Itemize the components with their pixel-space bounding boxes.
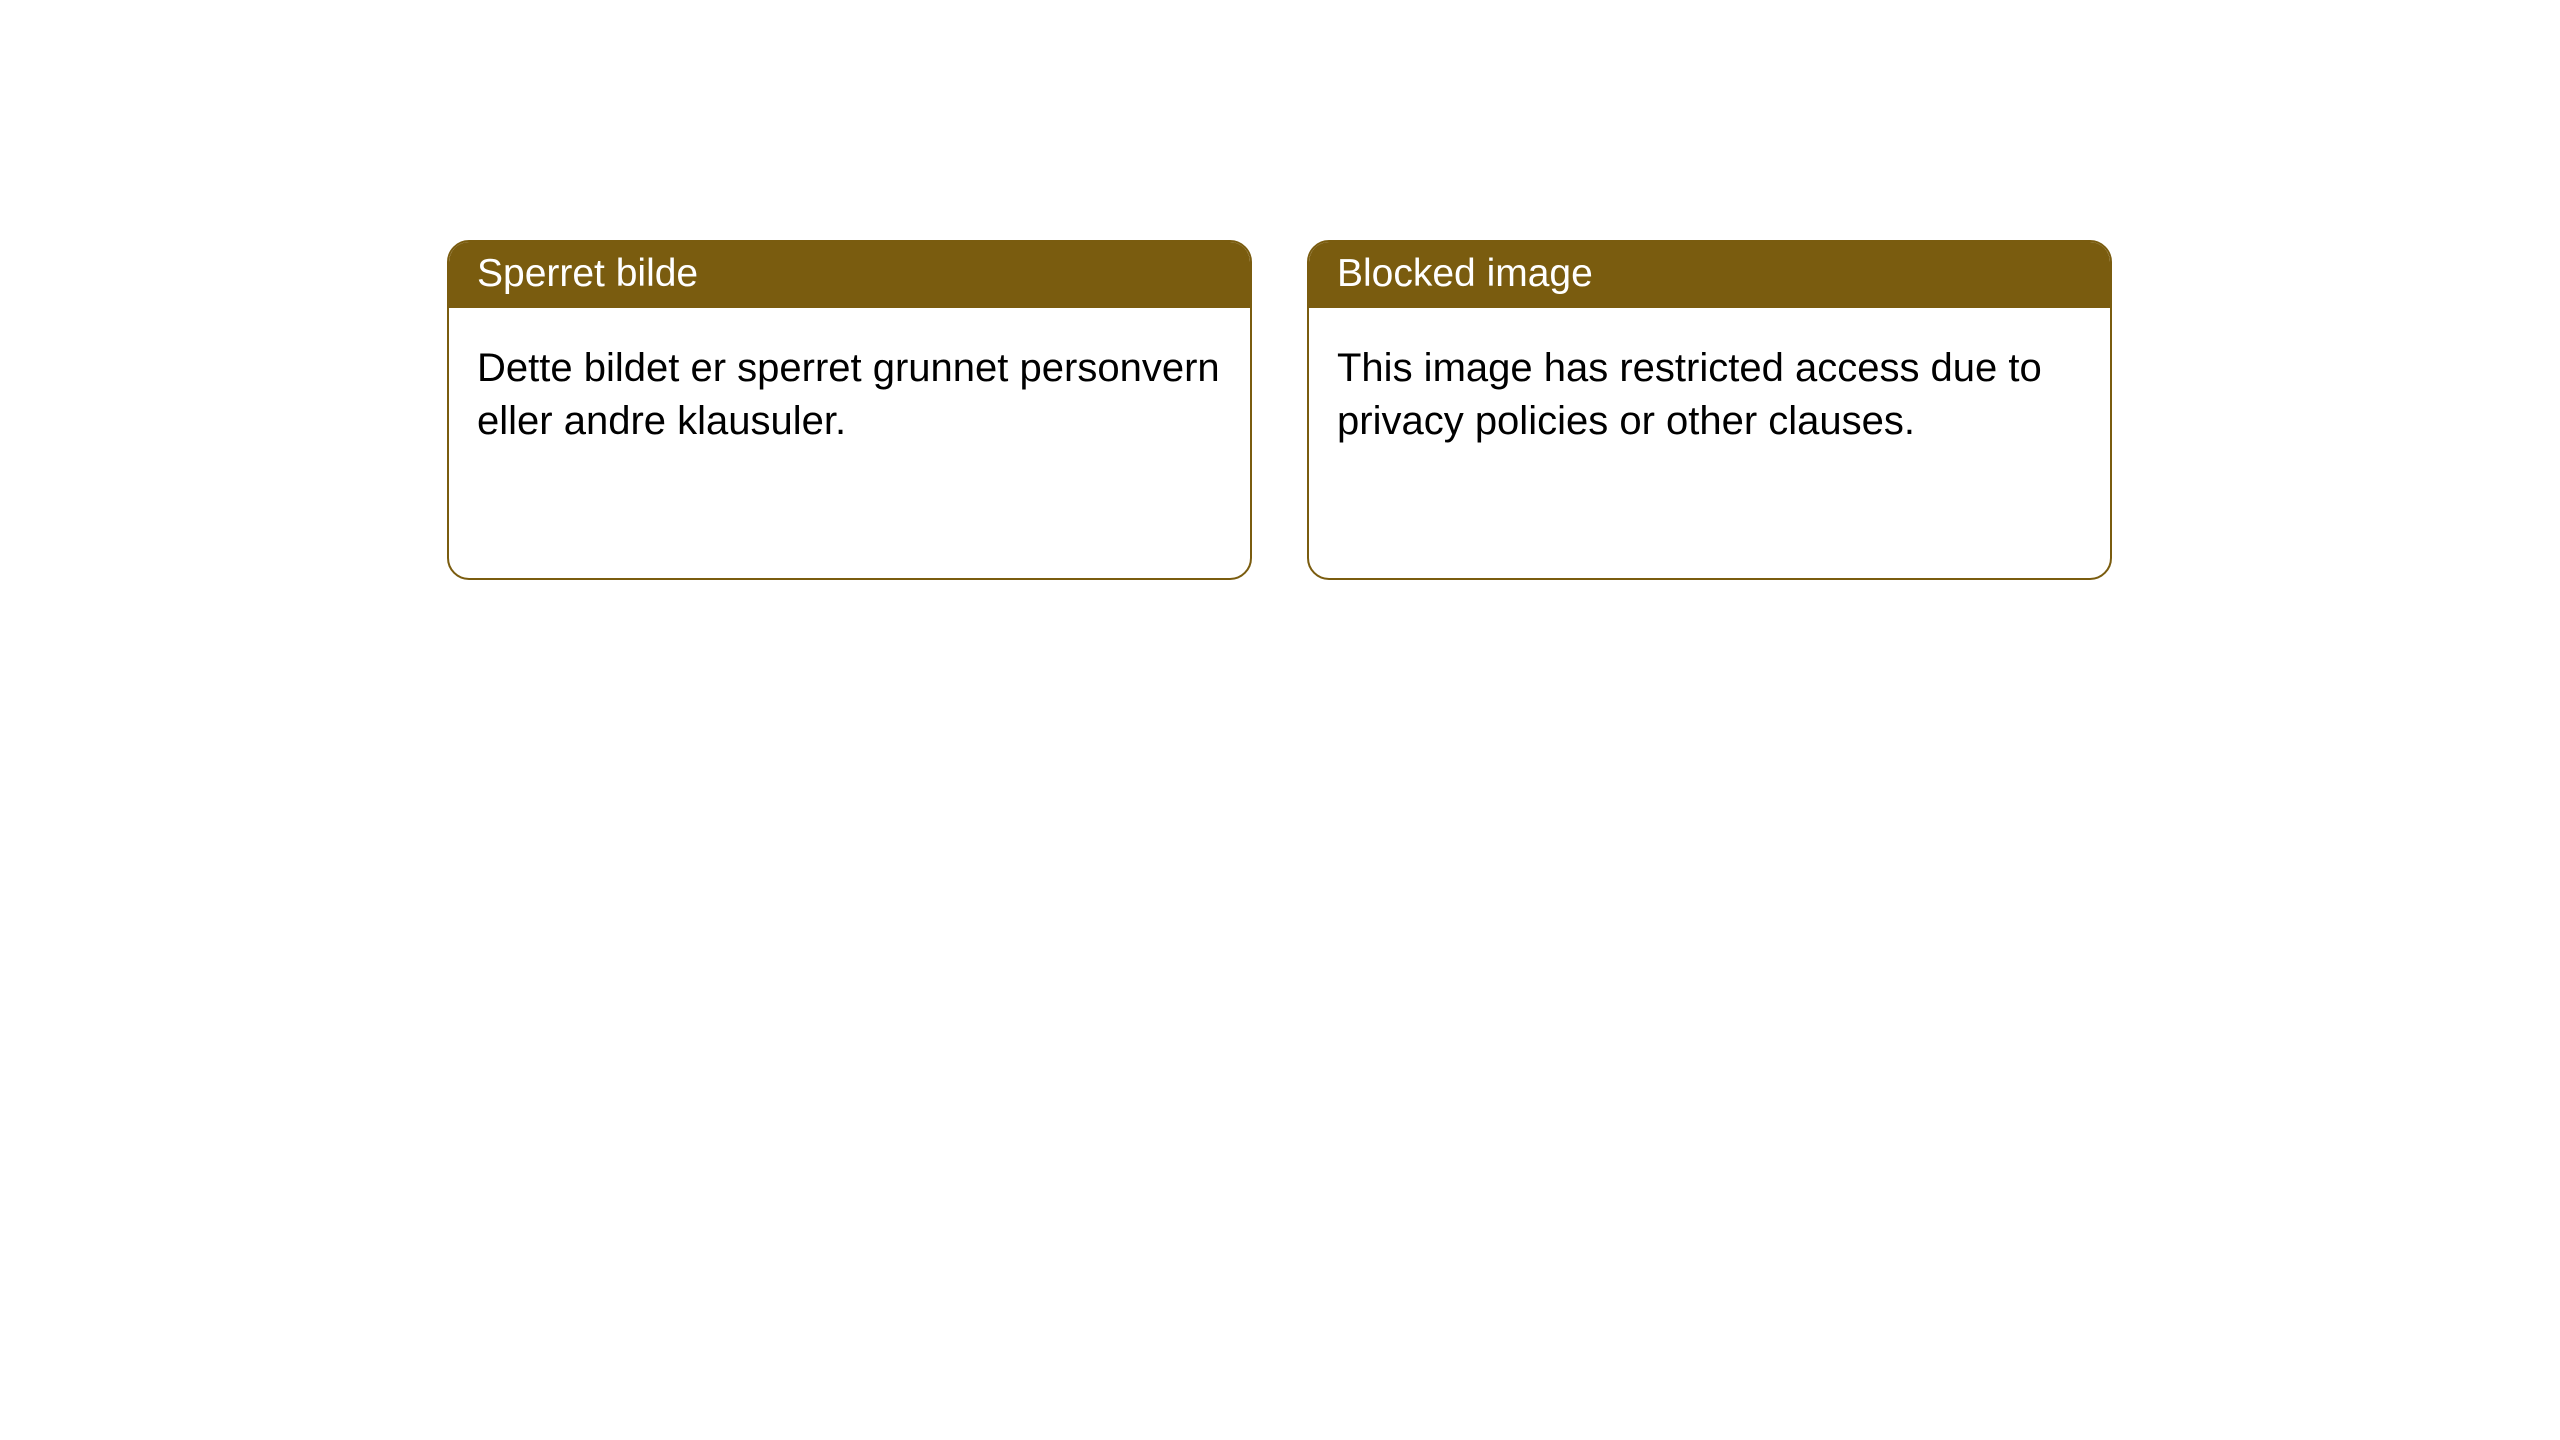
notice-container: Sperret bilde Dette bildet er sperret gr… — [447, 240, 2112, 580]
card-title-english: Blocked image — [1337, 252, 1593, 295]
card-header-norwegian: Sperret bilde — [449, 242, 1250, 308]
card-header-english: Blocked image — [1309, 242, 2110, 308]
card-body-norwegian: Dette bildet er sperret grunnet personve… — [449, 308, 1250, 482]
card-body-english: This image has restricted access due to … — [1309, 308, 2110, 482]
card-text-norwegian: Dette bildet er sperret grunnet personve… — [477, 346, 1220, 443]
card-title-norwegian: Sperret bilde — [477, 252, 698, 295]
card-text-english: This image has restricted access due to … — [1337, 346, 2042, 443]
notice-card-english: Blocked image This image has restricted … — [1307, 240, 2112, 580]
notice-card-norwegian: Sperret bilde Dette bildet er sperret gr… — [447, 240, 1252, 580]
